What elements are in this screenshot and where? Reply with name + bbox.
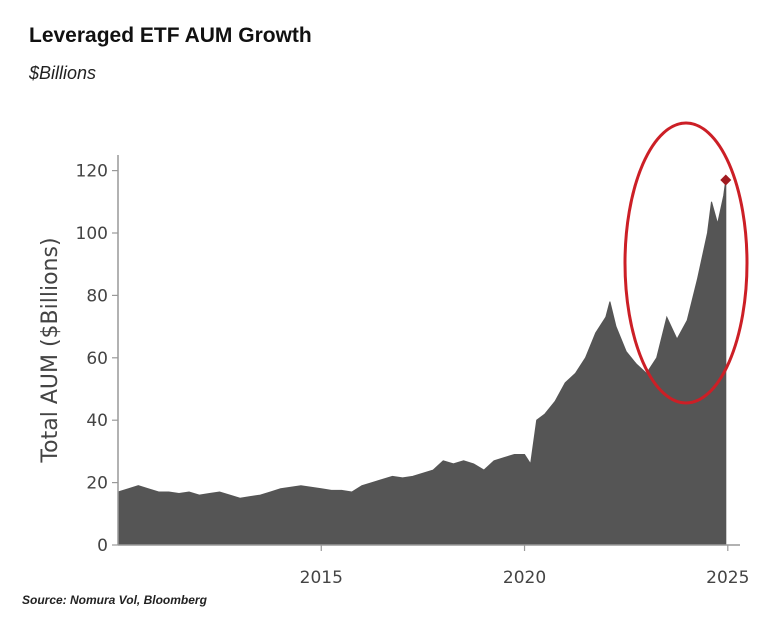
y-axis-label: Total AUM ($Billions) [38, 237, 63, 463]
last-value-marker [720, 174, 732, 186]
y-tick-label: 0 [97, 536, 108, 556]
x-tick-label: 2025 [706, 568, 749, 588]
y-tick-label: 20 [86, 474, 108, 494]
y-tick-label: 100 [76, 224, 108, 244]
x-tick-label: 2020 [503, 568, 546, 588]
highlight-ellipse [623, 121, 749, 405]
y-tick-label: 60 [86, 349, 108, 369]
source-note: Source: Nomura Vol, Bloomberg [22, 593, 207, 607]
y-tick-label: 80 [86, 286, 108, 306]
x-tick-label: 2015 [300, 568, 343, 588]
chart-subtitle: $Billions [29, 63, 97, 83]
aum-area-series [117, 179, 727, 546]
chart-title: Leveraged ETF AUM Growth [29, 24, 312, 47]
y-tick-label: 120 [76, 162, 108, 182]
y-tick-label: 40 [86, 411, 108, 431]
